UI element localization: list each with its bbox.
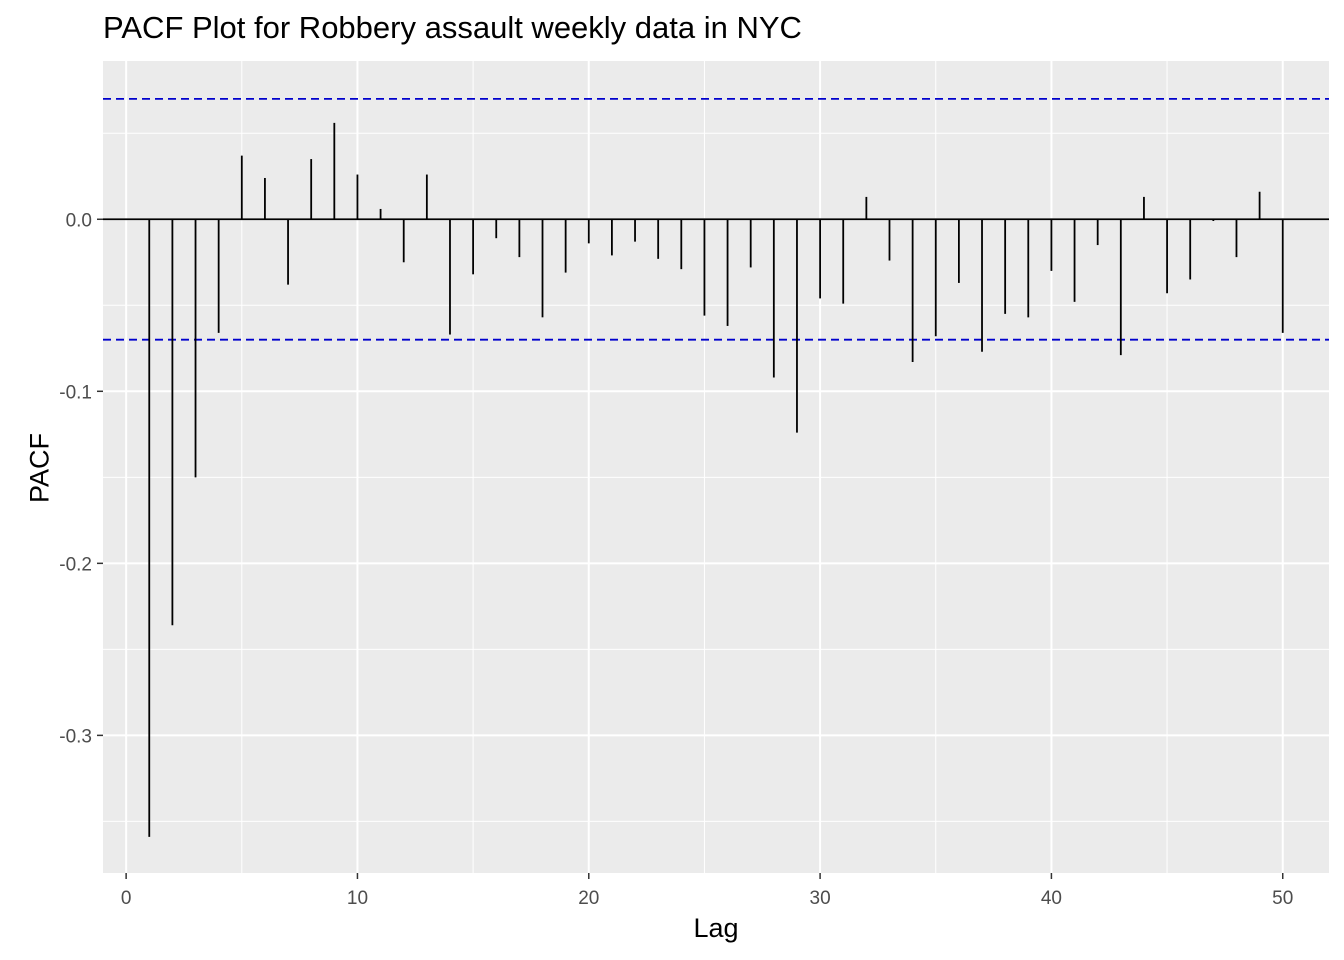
plot-panel xyxy=(103,61,1329,873)
y-tick-label: -0.2 xyxy=(59,554,92,575)
confidence-bounds xyxy=(103,97,1329,341)
y-tick-label: -0.3 xyxy=(59,726,92,747)
major-gridlines xyxy=(103,61,1329,873)
y-tick-label: -0.1 xyxy=(59,382,92,403)
minor-gridlines xyxy=(103,61,1329,873)
x-tick-label: 40 xyxy=(1041,888,1062,909)
y-tick-label: 0.0 xyxy=(66,210,92,231)
x-tick-label: 20 xyxy=(578,888,599,909)
axis-ticks xyxy=(97,218,1284,879)
x-tick-label: 30 xyxy=(810,888,831,909)
x-tick-label: 10 xyxy=(347,888,368,909)
x-tick-label: 0 xyxy=(121,888,132,909)
y-axis-label: PACF xyxy=(24,432,55,504)
pacf-bars xyxy=(148,122,1284,837)
x-axis-label: Lag xyxy=(693,913,739,943)
tick-labels: 0 10 20 30 40 50 0.0 -0.1 -0.2 -0.3 xyxy=(59,210,1293,909)
chart-title: PACF Plot for Robbery assault weekly dat… xyxy=(103,10,802,45)
x-tick-label: 50 xyxy=(1272,888,1293,909)
